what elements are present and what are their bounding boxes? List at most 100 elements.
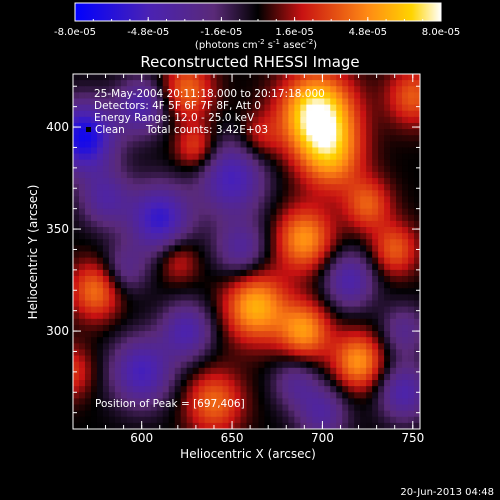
heatmap-cell [342,190,349,198]
heatmap-cell [204,92,212,100]
heatmap-cell [300,282,307,289]
heatmap-cell [168,294,176,302]
heatmap-cell [342,129,349,136]
heatmap-cell [96,190,104,198]
heatmap-cell [126,373,134,381]
heatmap-cell [192,184,200,191]
heatmap-cell [408,227,415,234]
heatmap-cell [132,202,140,210]
heatmap-cell [240,331,248,338]
heatmap-cell [234,214,242,222]
heatmap-cell [330,300,337,308]
heatmap-cell [198,398,206,406]
heatmap-cell [306,153,313,161]
heatmap-cell [366,202,373,210]
heatmap-cell [198,233,206,240]
heatmap-cell [234,147,242,155]
heatmap-cell [84,361,92,369]
heatmap-cell [324,233,331,240]
heatmap-cell [300,269,307,277]
heatmap-cell [216,331,224,338]
heatmap-cell [156,349,164,357]
heatmap-cell [348,98,355,106]
heatmap-cell [330,233,337,240]
heatmap-cell [312,153,319,161]
heatmap-cell [78,165,86,173]
heatmap-cell [186,86,194,93]
heatmap-cell [252,355,260,363]
heatmap-cell [372,184,379,191]
heatmap-cell [150,153,158,161]
heatmap-cell [228,251,236,259]
heatmap-cell [366,92,373,100]
heatmap-cell [342,410,349,418]
heatmap-cell [90,110,98,118]
heatmap-cell [240,86,248,93]
heatmap-cell [408,282,415,289]
heatmap-cell [378,269,385,277]
heatmap-cell [306,239,313,246]
heatmap-cell [156,214,164,222]
heatmap-cell [234,288,242,295]
heatmap-cell [126,184,134,191]
heatmap-cell [228,269,236,277]
heatmap-cell [384,312,391,320]
heatmap-cell [330,337,337,344]
heatmap-cell [300,153,307,161]
heatmap-cell [132,410,140,418]
heatmap-cell [402,300,409,308]
heatmap-cell [318,416,325,424]
heatmap-cell [120,386,128,393]
heatmap-cell [180,373,188,381]
heatmap-cell [360,392,367,399]
heatmap-cell [384,416,391,424]
heatmap-cell [138,220,146,228]
heatmap-cell [318,220,325,228]
heatmap-cell [294,141,301,149]
heatmap-cell [228,300,236,308]
heatmap-cell [150,380,158,387]
heatmap-cell [132,98,140,106]
heatmap-cell [198,202,206,210]
heatmap-cell [108,129,116,136]
heatmap-cell [372,245,379,253]
heatmap-cell [384,86,391,93]
heatmap-cell [264,135,272,142]
heatmap-cell [270,153,278,161]
heatmap-cell [216,251,224,259]
heatmap-cell [150,355,158,363]
heatmap-cell [360,165,367,173]
heatmap-cell [156,135,164,142]
heatmap-cell [342,184,349,191]
heatmap-cell [390,318,397,326]
heatmap-cell [318,386,325,393]
heatmap-cell [270,398,278,406]
heatmap-cell [288,355,295,363]
heatmap-cell [372,110,379,118]
heatmap-cell [162,165,170,173]
heatmap-cell [264,282,272,289]
heatmap-cell [378,300,385,308]
heatmap-cell [390,257,397,265]
heatmap-cell [186,141,194,149]
heatmap-cell [126,361,134,369]
heatmap-cell [348,331,355,338]
heatmap-cell [408,288,415,295]
heatmap-cell [198,380,206,387]
heatmap-cell [378,202,385,210]
heatmap-cell [174,416,182,424]
heatmap-cell [78,282,86,289]
heatmap-cell [366,269,373,277]
heatmap-cell [282,361,289,369]
heatmap-cell [198,422,206,429]
heatmap-cell [150,214,158,222]
heatmap-cell [228,294,236,302]
heatmap-cell [258,331,266,338]
heatmap-cell [132,245,140,253]
heatmap-cell [330,86,337,93]
heatmap-cell [174,202,182,210]
heatmap-cell [408,318,415,326]
heatmap-cell [276,220,283,228]
heatmap-cell [108,147,116,155]
heatmap-cell [144,214,152,222]
